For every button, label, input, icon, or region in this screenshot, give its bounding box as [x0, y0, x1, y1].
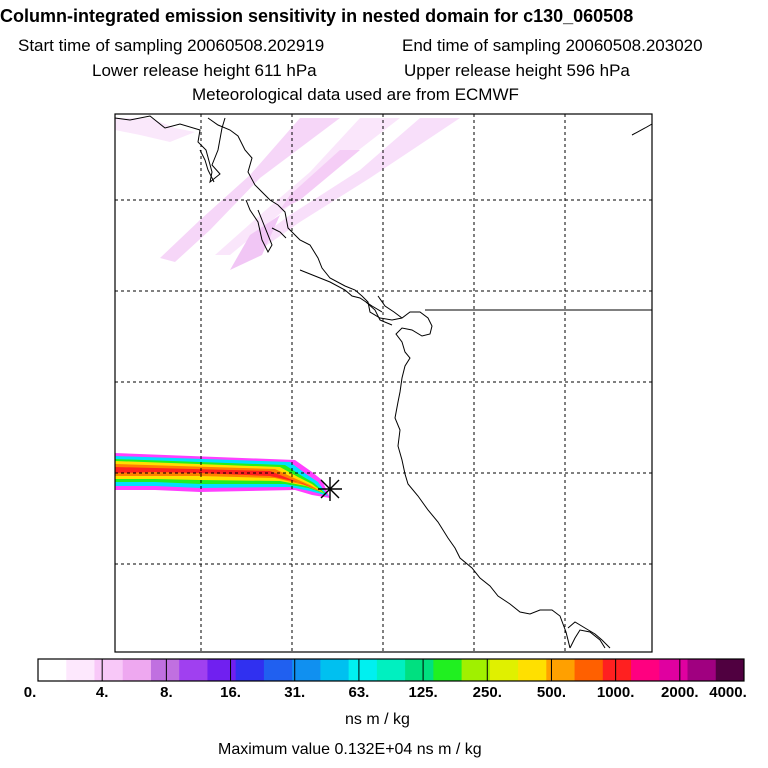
colorbar-tick-label: 4.: [95, 684, 109, 701]
colorbar-cell: [574, 659, 604, 681]
coastline: [114, 115, 653, 649]
start-sampling-time: Start time of sampling 20060508.202919: [18, 36, 325, 55]
colorbar-cell: [602, 659, 632, 681]
colorbar-cell: [235, 659, 265, 681]
colorbar-cells: [38, 659, 745, 681]
asterisk-icon: [318, 477, 342, 501]
colorbar-unit: ns m / kg: [345, 711, 410, 728]
colorbar-tick-label: 0.: [23, 684, 37, 701]
colorbar-cell: [94, 659, 124, 681]
colorbar-cell: [546, 659, 576, 681]
colorbar-cell: [292, 659, 321, 681]
colorbar-tick-label: 2000.: [661, 684, 699, 701]
colorbar-tick-label: 125.: [408, 684, 438, 701]
colorbar-cell: [263, 659, 293, 681]
colorbar-cell: [659, 659, 689, 681]
colorbar-cell: [687, 659, 717, 681]
colorbar-cell: [489, 659, 519, 681]
maximum-value: Maximum value 0.132E+04 ns m / kg: [218, 741, 482, 758]
upper-release-height: Upper release height 596 hPa: [404, 61, 630, 80]
colorbar-cell: [66, 659, 95, 681]
colorbar-tick-label: 1000.: [596, 684, 635, 701]
colorbar-cell: [715, 659, 745, 681]
emission-plume: [115, 453, 330, 498]
colorbar-cell: [433, 659, 463, 681]
colorbar-cell: [461, 659, 491, 681]
end-sampling-time: End time of sampling 20060508.203020: [402, 36, 703, 55]
colorbar-tick-label: 8.: [160, 684, 173, 701]
map-frame: [114, 113, 653, 653]
colorbar-cell: [207, 659, 237, 681]
map-title: Column-integrated emission sensitivity i…: [0, 6, 634, 26]
colorbar-cell: [348, 659, 378, 681]
colorbar-tick-label: 250.: [472, 684, 502, 701]
colorbar-tick-label: 31.: [284, 684, 306, 701]
colorbar-cell: [179, 659, 208, 681]
colorbar-tick-label: 16.: [220, 684, 241, 701]
colorbar-cell: [122, 659, 152, 681]
colorbar-cell: [150, 659, 180, 681]
colorbar-tick-label: 500.: [536, 684, 567, 701]
colorbar-cell: [518, 659, 547, 681]
lower-release-height: Lower release height 611 hPa: [92, 61, 317, 80]
colorbar-tick-label: 63.: [348, 684, 370, 701]
faint-plume-bands: [115, 118, 460, 270]
colorbar-cell: [405, 659, 434, 681]
colorbar-cell: [38, 659, 67, 681]
colorbar-cell: [320, 659, 350, 681]
colorbar-cell: [376, 659, 406, 681]
colorbar-cell: [631, 659, 660, 681]
colorbar-tick-label: 4000.: [709, 684, 747, 701]
met-data-source: Meteorological data used are from ECMWF: [192, 85, 519, 104]
